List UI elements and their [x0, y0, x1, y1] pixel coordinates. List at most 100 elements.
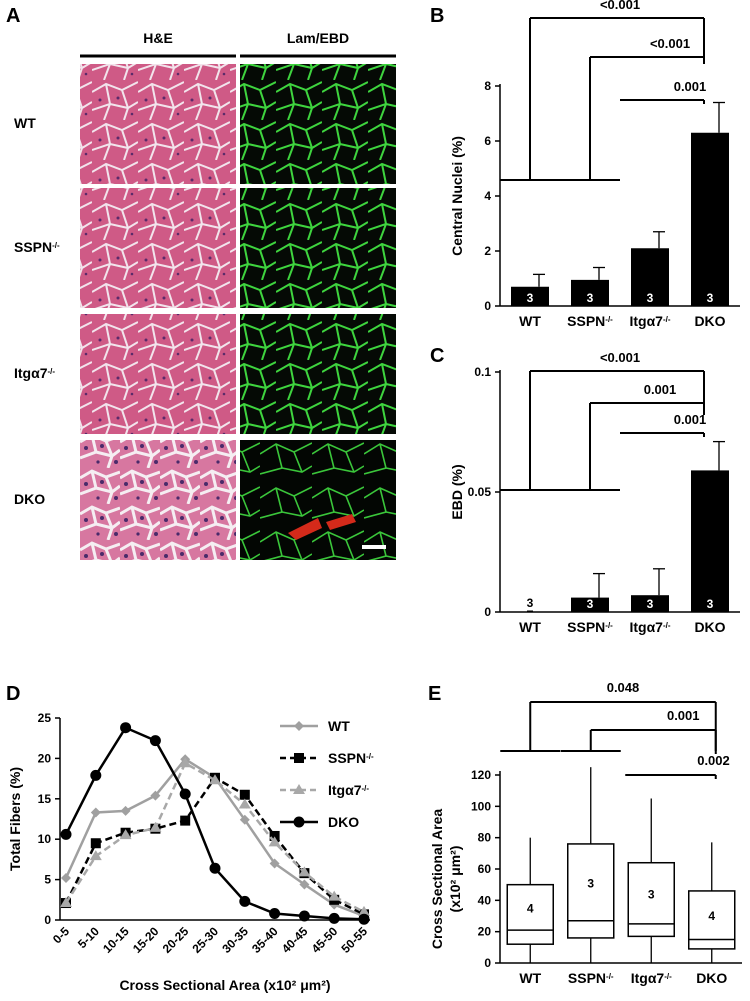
- data-point: [294, 753, 304, 763]
- bar: [511, 286, 549, 306]
- x-tick-label: 25-30: [190, 924, 222, 956]
- sample-size-label: 3: [527, 291, 534, 305]
- x-tick-label: 35-40: [249, 924, 281, 956]
- data-point: [120, 722, 132, 734]
- y-tick-label: 60: [478, 862, 492, 876]
- y-tick-label: 40: [478, 893, 492, 907]
- x-tick-label: 30-35: [219, 924, 251, 956]
- data-point: [89, 850, 102, 861]
- x-tick-label: Itgα7-/-: [629, 313, 670, 329]
- column-header: Lam/EBD: [287, 30, 349, 46]
- x-tick-label: Itgα7-/-: [631, 970, 672, 986]
- y-tick-label: 6: [484, 134, 491, 148]
- data-point: [299, 879, 310, 890]
- x-tick-label: 40-45: [279, 924, 311, 956]
- he-micrograph: [80, 440, 236, 560]
- data-point: [328, 890, 341, 901]
- y-tick-label: 20: [478, 925, 492, 939]
- row-label: DKO: [14, 491, 45, 507]
- data-point: [179, 757, 192, 768]
- p-value-label: 0.001: [674, 79, 707, 94]
- y-tick-label: 120: [471, 768, 491, 782]
- data-point: [179, 788, 191, 800]
- data-point: [180, 815, 191, 826]
- y-tick-label: 20: [38, 751, 52, 765]
- data-point: [238, 798, 251, 809]
- x-tick-label: 5-10: [75, 924, 102, 951]
- y-tick-label: 0.05: [468, 485, 492, 499]
- data-point: [293, 784, 305, 794]
- y-axis-label: Central Nuclei (%): [449, 136, 465, 256]
- x-tick-label: Itgα7-/-: [629, 619, 670, 635]
- panel-letter-b: B: [430, 5, 444, 27]
- panel-letter-a: A: [6, 5, 20, 27]
- panel-letter-d: D: [6, 683, 20, 705]
- data-point: [358, 905, 370, 916]
- x-tick-label: DKO: [694, 313, 725, 329]
- data-point: [119, 829, 132, 840]
- y-tick-label: 15: [38, 792, 52, 806]
- y-tick-label: 0: [484, 605, 491, 619]
- y-tick-label: 2: [484, 244, 491, 258]
- y-axis-label-units: (x10² μm²): [447, 846, 463, 913]
- y-tick-label: 0: [484, 956, 491, 970]
- x-tick-label: SSPN-/-: [567, 313, 613, 329]
- y-tick-label: 5: [44, 873, 51, 887]
- data-point: [90, 769, 102, 781]
- p-value-label: 0.001: [644, 382, 677, 397]
- data-point: [120, 805, 131, 816]
- data-point: [298, 910, 310, 922]
- data-point: [60, 828, 72, 840]
- legend-label: SSPN-/-: [328, 750, 374, 766]
- y-axis-label: Cross Sectional Area: [429, 809, 445, 950]
- sample-size-label: 3: [587, 597, 594, 611]
- legend-label: WT: [328, 718, 350, 734]
- x-tick-label: 0-5: [50, 924, 72, 946]
- x-tick-label: 10-15: [100, 924, 132, 956]
- x-tick-label: 50-55: [339, 924, 371, 956]
- x-tick-label: 15-20: [130, 924, 162, 956]
- y-tick-label: 0.1: [474, 365, 491, 379]
- data-point: [149, 821, 162, 832]
- data-point: [294, 721, 304, 731]
- bar: [631, 595, 669, 612]
- legend-label: Itgα7-/-: [328, 782, 369, 798]
- y-tick-label: 80: [478, 831, 492, 845]
- row-label: SSPN-/-: [14, 239, 60, 255]
- y-axis-label: EBD (%): [449, 464, 465, 519]
- bar: [691, 470, 729, 612]
- sample-size-label: 3: [648, 887, 655, 901]
- series-line: [64, 761, 365, 914]
- data-point: [298, 866, 311, 877]
- data-point: [269, 858, 280, 869]
- lam-ebd-micrograph: [240, 64, 396, 184]
- p-value-label: 0.001: [674, 412, 707, 427]
- y-axis-label: Total Fibers (%): [7, 767, 23, 871]
- data-point: [328, 912, 340, 924]
- series-line: [64, 726, 365, 921]
- p-value-label: <0.001: [600, 350, 640, 365]
- y-tick-label: 25: [38, 711, 52, 725]
- x-tick-label: DKO: [696, 970, 727, 986]
- data-point: [209, 774, 221, 785]
- data-point: [209, 862, 221, 874]
- column-header: H&E: [143, 30, 173, 46]
- bar: [691, 132, 729, 306]
- p-value-label: 0.001: [667, 708, 700, 723]
- x-tick-label: SSPN-/-: [567, 619, 613, 635]
- y-tick-label: 0: [484, 299, 491, 313]
- sample-size-label: 3: [527, 596, 534, 610]
- y-tick-label: 8: [484, 79, 491, 93]
- sample-size-label: 3: [707, 597, 714, 611]
- row-label: Itgα7-/-: [14, 365, 55, 381]
- sample-size-label: 3: [647, 597, 654, 611]
- data-point: [149, 735, 161, 747]
- sample-size-label: 3: [587, 876, 594, 890]
- sample-size-label: 3: [587, 291, 594, 305]
- data-point: [358, 913, 370, 925]
- sample-size-label: 4: [708, 909, 715, 923]
- x-tick-label: WT: [519, 970, 541, 986]
- data-point: [269, 830, 280, 841]
- bar: [571, 597, 609, 612]
- bar: [631, 248, 669, 306]
